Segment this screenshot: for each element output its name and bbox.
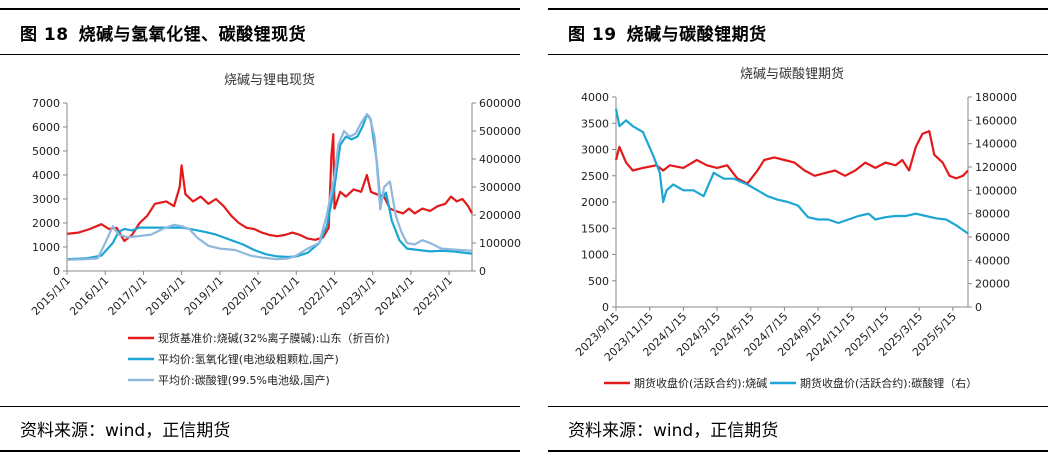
right-tick-label: 20000: [975, 278, 1010, 291]
left-tick-label: 3000: [32, 193, 60, 206]
left-tick-label: 6000: [32, 121, 60, 134]
x-tick-label: 2017/1/1: [105, 274, 149, 318]
figure-18-panel: 图 18 烧碱与氢氧化锂、碳酸锂现货 烧碱与锂电现货 0 1000 2000 3000 40…: [0, 0, 521, 463]
left-tick-label: 2000: [32, 217, 60, 230]
chart-title: 烧碱与碳酸锂期货: [740, 66, 844, 82]
legend-label: 期货收盘价(活跃合约):碳酸锂（右）: [800, 376, 977, 390]
left-tick-label: 5000: [32, 145, 60, 158]
title-rule: [548, 54, 1048, 55]
right-tick-label: 600000: [479, 97, 521, 110]
left-tick-label: 1000: [32, 241, 60, 254]
left-tick-label: 7000: [32, 97, 60, 110]
source-rule: [0, 406, 520, 407]
right-tick-label: 120000: [975, 161, 1017, 174]
source-note: 资料来源：wind，正信期货: [568, 421, 779, 441]
x-tick-label: 2020/1/1: [220, 274, 264, 318]
right-tick-label: 160000: [975, 114, 1017, 127]
top-rule: [548, 8, 1048, 10]
figure-number: 图 19: [568, 25, 617, 45]
figure-title-text: 烧碱与碳酸锂期货: [626, 25, 767, 45]
legend-label: 平均价:碳酸锂(99.5%电池级,国产): [158, 373, 330, 387]
x-tick-label: 2024/1/1: [373, 274, 417, 318]
x-tick-label: 2023/1/1: [335, 274, 379, 318]
figure-title: 图 19 烧碱与碳酸锂期货: [568, 20, 767, 45]
x-tick-label: 2019/1/1: [182, 274, 226, 318]
right-tick-label: 500000: [479, 125, 521, 138]
right-tick-label: 200000: [479, 209, 521, 222]
right-tick-label: 180000: [975, 91, 1017, 104]
right-tick-label: 80000: [975, 208, 1010, 221]
left-tick-label: 500: [588, 275, 609, 288]
chart-title: 烧碱与锂电现货: [224, 72, 315, 88]
left-tick-label: 1500: [581, 222, 609, 235]
series-line: [66, 113, 473, 261]
x-tick-label: 2018/1/1: [144, 274, 188, 318]
source-note: 资料来源：wind，正信期货: [20, 421, 231, 441]
right-tick-label: 100000: [479, 237, 521, 250]
figure-title: 图 18 烧碱与氢氧化锂、碳酸锂现货: [20, 20, 306, 45]
right-tick-label: 400000: [479, 153, 521, 166]
legend-label: 现货基准价:烧碱(32%离子膜碱):山东（折百价): [158, 331, 390, 345]
spot-price-chart: 烧碱与锂电现货 0 1000 2000 3000 4000 5000 6000 7000 0 100…: [29, 72, 521, 387]
x-tick-label: 2015/1/1: [29, 274, 73, 318]
figure-19-panel: 图 19 烧碱与碳酸锂期货 烧碱与碳酸锂期货 0 500 1000 1500 2000 250…: [548, 0, 1048, 463]
left-tick-label: 1000: [581, 249, 609, 262]
left-tick-label: 3500: [581, 117, 609, 130]
bottom-rule: [0, 450, 520, 452]
left-tick-label: 2500: [581, 170, 609, 183]
left-tick-label: 0: [53, 265, 60, 278]
series-line: [66, 133, 473, 243]
right-tick-label: 100000: [975, 184, 1017, 197]
left-tick-label: 4000: [32, 169, 60, 182]
left-tick-label: 2000: [581, 196, 609, 209]
left-tick-label: 4000: [581, 91, 609, 104]
left-tick-label: 0: [602, 301, 609, 314]
right-tick-label: 140000: [975, 138, 1017, 151]
x-tick-label: 2022/1/1: [296, 274, 340, 318]
top-rule: [0, 8, 520, 10]
bottom-rule: [548, 450, 1048, 452]
legend-label: 平均价:氢氧化锂(电池级粗颗粒,国产): [158, 352, 339, 366]
futures-price-chart: 烧碱与碳酸锂期货 0 500 1000 1500 2000 2500 3000 3500 4000…: [573, 66, 1017, 390]
figure-number: 图 18: [20, 25, 69, 45]
x-tick-label: 2021/1/1: [258, 274, 302, 318]
right-tick-label: 0: [975, 301, 982, 314]
x-tick-label: 2025/1/1: [411, 274, 455, 318]
series-line: [66, 113, 473, 261]
right-tick-label: 300000: [479, 181, 521, 194]
title-rule: [0, 54, 520, 55]
left-tick-label: 3000: [581, 144, 609, 157]
legend-label: 期货收盘价(活跃合约):烧碱: [634, 376, 767, 390]
right-tick-label: 60000: [975, 231, 1010, 244]
series-line: [614, 130, 969, 185]
figure-title-text: 烧碱与氢氧化锂、碳酸锂现货: [78, 25, 307, 45]
right-tick-label: 40000: [975, 254, 1010, 267]
x-tick-label: 2016/1/1: [67, 274, 111, 318]
source-rule: [548, 406, 1048, 407]
series-line: [614, 108, 969, 235]
right-tick-label: 0: [479, 265, 486, 278]
